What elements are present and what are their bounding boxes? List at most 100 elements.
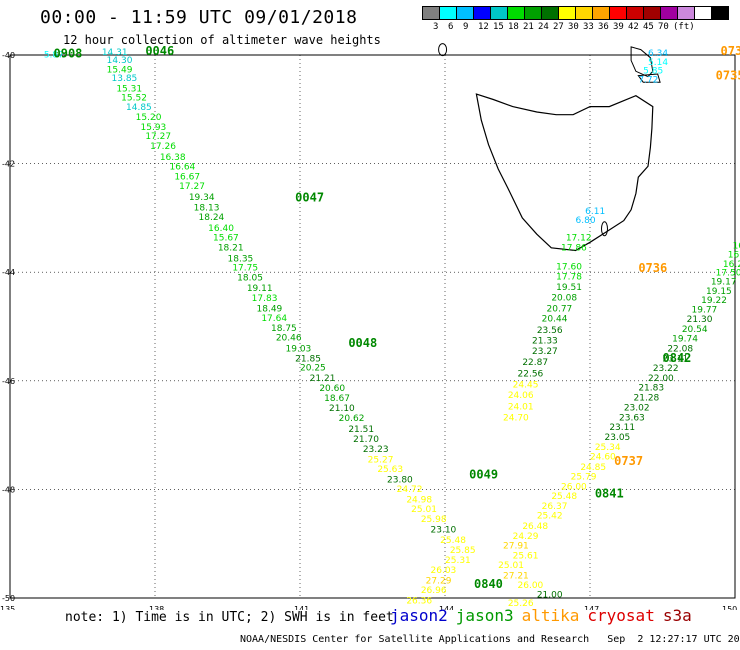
- legend-label: 70: [658, 22, 669, 32]
- swh-data-label: 24.29: [513, 532, 539, 542]
- swh-data-label: 19.03: [286, 344, 312, 354]
- legend-label: 24: [538, 22, 549, 32]
- swh-data-label: 5.14: [648, 58, 668, 68]
- legend-swatch: [711, 6, 729, 20]
- swh-data-label: 26.00: [518, 581, 544, 591]
- swh-data-label: 25.79: [571, 473, 597, 483]
- lon-tick-label: 138: [149, 605, 164, 610]
- legend-label: 36: [598, 22, 609, 32]
- swh-data-label: 25.01: [411, 505, 437, 515]
- map-title: 00:00 - 11:59 UTC 09/01/2018: [40, 7, 358, 28]
- swh-data-label: 16.67: [174, 172, 200, 182]
- swh-data-label: 23.02: [624, 404, 650, 414]
- swh-data-label: 20.62: [339, 414, 365, 424]
- swh-data-label: 19.51: [556, 283, 582, 293]
- swh-data-label: 17.26: [150, 142, 176, 152]
- swh-data-label: 23.05: [605, 433, 631, 443]
- swh-data-label: 19.11: [247, 284, 273, 294]
- legend-label: 15: [493, 22, 504, 32]
- swh-data-label: 22.08: [667, 344, 693, 354]
- pass-time-label: 0046: [145, 44, 174, 58]
- swh-data-label: 16.27: [723, 260, 740, 270]
- satellite-label: cryosat: [587, 606, 655, 625]
- swh-data-label: 23.23: [363, 445, 389, 455]
- swh-data-label: 23.80: [387, 475, 413, 485]
- satellite-label: jason3: [455, 606, 514, 625]
- swh-data-label: 5.87: [44, 51, 64, 61]
- swh-data-label: 27.91: [503, 542, 529, 552]
- swh-data-label: 25.85: [450, 546, 476, 556]
- color-legend: 3 6 9 12 15 18 21 24 27 30 33 36 39 42 45 70 (ft): [422, 6, 729, 34]
- swh-data-label: 27.29: [426, 576, 452, 586]
- lat-tick-label: -40: [2, 51, 15, 60]
- swh-data-label: 14.30: [107, 56, 133, 66]
- swh-data-label: 26.96: [421, 586, 447, 596]
- legend-label: 30: [568, 22, 579, 32]
- swh-data-label: 20.54: [682, 325, 708, 335]
- lon-tick-label: 144: [439, 605, 454, 610]
- swh-data-label: 17.75: [232, 264, 258, 274]
- swh-data-label: 24.60: [590, 453, 616, 463]
- pass-time-label: 0842: [663, 351, 692, 365]
- swh-data-label: 25.31: [445, 556, 471, 566]
- swh-data-label: 15.31: [116, 84, 142, 94]
- legend-label: 33: [583, 22, 594, 32]
- swh-data-label: 21.33: [532, 336, 558, 346]
- swh-data-label: 19.17: [711, 278, 737, 288]
- swh-data-label: 17.12: [566, 234, 592, 244]
- swh-data-label: 18.67: [324, 394, 350, 404]
- swh-data-label: 21.00: [537, 590, 563, 600]
- lat-tick-label: -44: [2, 268, 15, 277]
- swh-data-label: 23.10: [431, 525, 457, 535]
- swh-data-label: 20.08: [551, 293, 577, 303]
- swh-data-label: 22.00: [648, 374, 674, 384]
- legend-label: 12: [478, 22, 489, 32]
- swh-data-label: 19.22: [701, 296, 727, 306]
- legend-label: 6: [448, 22, 454, 32]
- pass-time-label: 0736: [638, 261, 667, 275]
- swh-data-label: 25.48: [551, 492, 577, 502]
- lat-tick-label: -46: [2, 377, 15, 386]
- pass-time-label: 0735: [716, 68, 740, 82]
- pass-time-label: 0737: [614, 454, 643, 468]
- swh-data-label: 18.13: [194, 203, 220, 213]
- lon-tick-label: 147: [584, 605, 599, 610]
- swh-data-label: 20.77: [547, 304, 573, 314]
- swh-data-label: 17.83: [252, 294, 278, 304]
- swh-data-label: 26.03: [431, 566, 457, 576]
- swh-data-label: 15.49: [107, 65, 133, 75]
- swh-data-label: 17.27: [145, 132, 171, 142]
- swh-data-label: 24.85: [580, 463, 606, 473]
- lat-tick-label: -42: [2, 160, 15, 169]
- swh-data-label: 20.60: [319, 384, 345, 394]
- swh-data-label: 24.01: [508, 403, 534, 413]
- swh-data-label: 25.48: [440, 536, 466, 546]
- swh-data-label: 18.35: [228, 254, 254, 264]
- swh-data-label: 5.85: [643, 66, 663, 76]
- swh-data-label: 16.38: [160, 153, 186, 163]
- swh-data-label: 20.46: [276, 334, 302, 344]
- swh-data-label: 17.78: [556, 272, 582, 282]
- swh-data-label: 17.64: [261, 314, 287, 324]
- swh-data-label: 25.61: [513, 551, 539, 561]
- lon-tick-label: 141: [294, 605, 309, 610]
- pass-time-label: 0049: [469, 468, 498, 482]
- swh-data-label: 23.63: [619, 413, 645, 423]
- swh-data-label: 19.77: [692, 305, 718, 315]
- swh-data-label: 21.51: [348, 425, 374, 435]
- swh-data-label: 24.06: [508, 391, 534, 401]
- map-frame: [9, 54, 736, 599]
- swh-data-label: 23.27: [532, 347, 558, 357]
- pass-time-label: 0840: [474, 577, 503, 591]
- swh-data-label: 25.98: [421, 515, 447, 525]
- swh-data-label: 16.64: [170, 163, 196, 173]
- swh-data-label: 23.22: [653, 364, 679, 374]
- swh-data-label: 21.85: [295, 354, 321, 364]
- pass-time-label: 0841: [595, 487, 624, 501]
- credits: NOAA/NESDIS Center for Satellite Applica…: [240, 634, 740, 645]
- swh-data-label: 23.11: [663, 354, 689, 364]
- swh-data-label: 26.37: [542, 502, 568, 512]
- swh-data-label: 26.36: [406, 596, 432, 606]
- swh-data-label: 25.42: [537, 512, 563, 522]
- swh-data-label: 17.50: [716, 268, 740, 278]
